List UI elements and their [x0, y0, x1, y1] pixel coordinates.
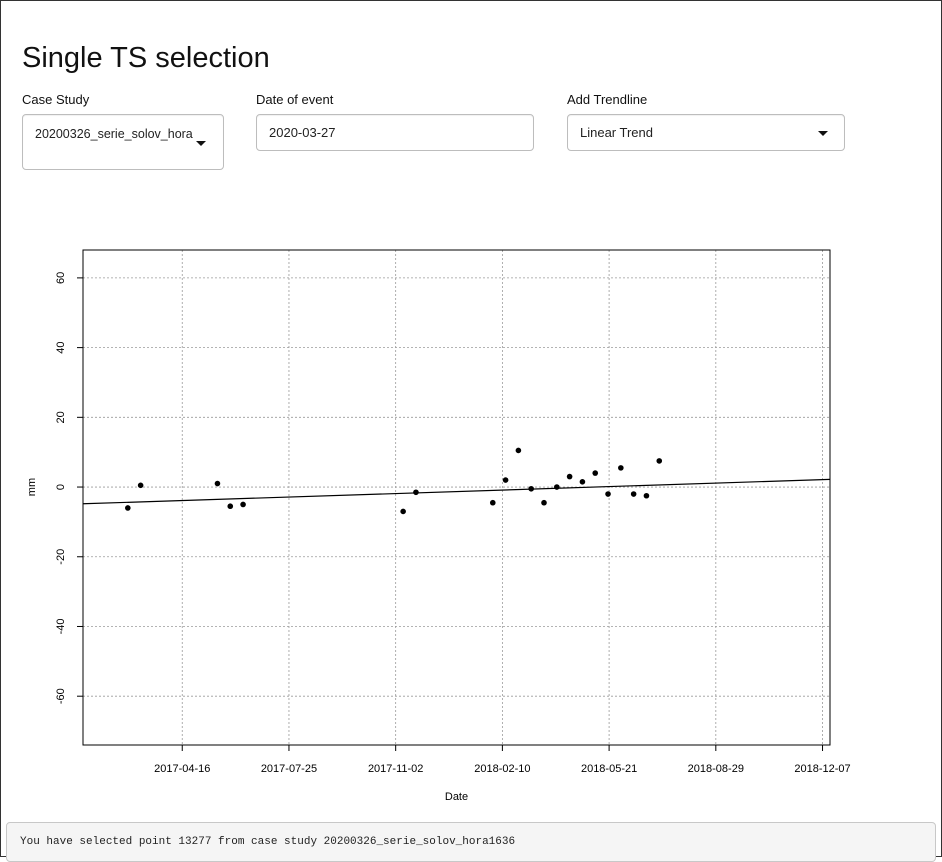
data-point [240, 501, 246, 508]
data-point [554, 484, 560, 490]
data-point [413, 489, 419, 496]
data-point [214, 480, 221, 487]
data-point [605, 491, 611, 497]
y-tick-label: -20 [55, 549, 67, 565]
y-tick-label: 20 [55, 411, 67, 423]
data-point [227, 503, 234, 510]
y-tick-label: 0 [55, 484, 67, 490]
data-point [528, 485, 534, 492]
data-point [125, 505, 131, 511]
x-tick-label: 2018-12-07 [794, 763, 850, 775]
data-point [592, 470, 599, 476]
data-point [566, 473, 573, 480]
case-study-label: Case Study [22, 92, 90, 107]
x-tick-label: 2018-05-21 [581, 763, 637, 775]
data-point [579, 479, 586, 485]
data-point [400, 508, 406, 515]
data-point [630, 491, 637, 497]
y-tick-label: 60 [55, 272, 67, 284]
date-of-event-value: 2020-03-27 [269, 125, 336, 140]
chart-grid [83, 250, 830, 745]
plot-area [82, 249, 831, 746]
x-tick-label: 2017-11-02 [368, 763, 423, 775]
data-point [656, 458, 663, 464]
trendline-label: Add Trendline [567, 92, 648, 107]
case-study-select[interactable]: 20200326_serie_solov_hora [22, 114, 224, 170]
data-point [643, 492, 650, 499]
case-study-value: 20200326_serie_solov_hora [35, 127, 193, 141]
selection-status-output: You have selected point 13277 from case … [6, 822, 936, 862]
data-point [515, 447, 522, 454]
date-of-event-label: Date of event [256, 92, 334, 107]
y-tick-label: 40 [55, 341, 67, 353]
x-axis-label: Date [445, 791, 468, 803]
date-of-event-input[interactable]: 2020-03-27 [256, 114, 534, 151]
y-tick-label: -60 [55, 688, 67, 704]
time-series-chart: 2017-04-16 2017-07-25 2017-11-02 2018-02-10… [26, 249, 851, 803]
trendline-select[interactable]: Linear Trend [567, 114, 845, 151]
x-tick-label: 2017-04-16 [154, 763, 210, 775]
data-points [125, 447, 663, 515]
axis-ticks: 2017-04-16 2017-07-25 2017-11-02 2018-02-10… [55, 272, 851, 775]
y-axis-label: mm [26, 478, 38, 496]
data-point [541, 499, 547, 506]
data-point [489, 499, 496, 506]
trendline-value: Linear Trend [580, 125, 653, 140]
x-tick-label: 2017-07-25 [261, 763, 317, 775]
chevron-down-icon [196, 141, 206, 146]
chevron-down-icon [818, 131, 828, 136]
y-tick-label: -40 [55, 619, 67, 635]
trend-line [82, 478, 831, 505]
data-point [618, 465, 624, 471]
x-tick-label: 2018-02-10 [474, 763, 530, 775]
data-point [137, 482, 144, 489]
x-tick-label: 2018-08-29 [688, 763, 744, 775]
selection-status-text: You have selected point 13277 from case … [20, 836, 516, 848]
data-point [502, 477, 509, 483]
page-title: Single TS selection [22, 42, 270, 74]
